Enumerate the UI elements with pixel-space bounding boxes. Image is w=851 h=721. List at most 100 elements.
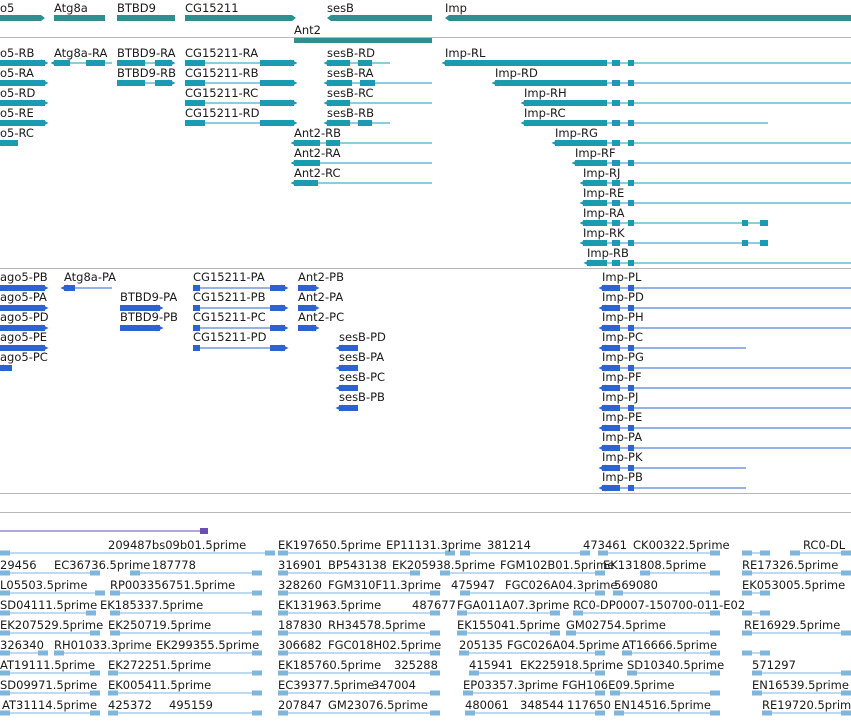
est-glyph-block[interactable]	[252, 570, 262, 576]
est-glyph-block[interactable]	[760, 590, 770, 596]
transcript-glyph-exon[interactable]	[628, 260, 634, 266]
transcript-glyph-exon[interactable]	[327, 120, 350, 126]
transcript-label[interactable]: Imp-RF	[575, 146, 616, 160]
transcript-label[interactable]: o5-RA	[0, 66, 34, 80]
est-glyph-block[interactable]	[430, 650, 440, 656]
transcript-glyph-exon[interactable]	[524, 120, 607, 126]
protein-glyph-exon[interactable]	[193, 325, 200, 331]
est-label[interactable]: EK005411.5prime	[108, 678, 212, 692]
transcript-glyph-exon[interactable]	[260, 100, 294, 106]
gene-bar[interactable]	[445, 15, 851, 21]
est-glyph-block[interactable]	[278, 610, 288, 616]
transcript-glyph-strand-arrow[interactable]	[323, 119, 331, 127]
gene-label[interactable]: CG15211	[185, 1, 239, 15]
est-glyph-block[interactable]	[469, 670, 479, 676]
protein-glyph-exon[interactable]	[298, 325, 316, 331]
protein-label[interactable]: CG15211-PD	[193, 330, 267, 344]
est-label[interactable]: 306682	[278, 638, 322, 652]
est-glyph-block[interactable]	[90, 670, 100, 676]
protein-glyph-strand-arrow[interactable]	[312, 284, 320, 292]
protein-glyph-exon[interactable]	[0, 345, 45, 351]
transcript-glyph-strand-arrow[interactable]	[290, 59, 298, 67]
transcript-label[interactable]: BTBD9-RA	[117, 46, 176, 60]
est-glyph-block[interactable]	[445, 550, 455, 556]
est-label[interactable]: 325288	[394, 658, 438, 672]
transcript-label[interactable]: CG15211-RC	[185, 86, 259, 100]
protein-glyph-exon[interactable]	[628, 445, 634, 451]
protein-label[interactable]: sesB-PB	[339, 390, 385, 404]
protein-glyph-strand-arrow[interactable]	[156, 324, 164, 332]
est-label[interactable]: FGM310F11.3prime	[328, 578, 442, 592]
protein-glyph-exon[interactable]	[0, 325, 45, 331]
protein-glyph-strand-arrow[interactable]	[41, 284, 49, 292]
est-label[interactable]: AT16666.5prime	[622, 638, 718, 652]
transcript-glyph-exon[interactable]	[0, 120, 45, 126]
protein-glyph-strand-arrow[interactable]	[598, 384, 606, 392]
transcript-glyph-strand-arrow[interactable]	[551, 139, 559, 147]
protein-label[interactable]: Imp-PE	[602, 410, 643, 424]
est-label[interactable]: RC0-DP0007-150700-011-E02	[573, 598, 746, 612]
transcript-glyph-exon[interactable]	[86, 60, 105, 66]
transcript-glyph-strand-arrow[interactable]	[583, 259, 591, 267]
est-glyph-block[interactable]	[566, 630, 576, 636]
est-glyph-block[interactable]	[252, 610, 262, 616]
protein-label[interactable]: Imp-PK	[602, 450, 643, 464]
est-glyph-block[interactable]	[252, 630, 262, 636]
est-glyph-block[interactable]	[278, 690, 288, 696]
transcript-glyph-strand-arrow[interactable]	[41, 119, 49, 127]
transcript-glyph-exon[interactable]	[327, 100, 350, 106]
est-label[interactable]: FGH106E09.5prime	[562, 678, 675, 692]
protein-glyph-strand-arrow[interactable]	[312, 324, 320, 332]
est-label[interactable]: 425372	[108, 698, 152, 712]
transcript-glyph-exon[interactable]	[612, 100, 620, 106]
protein-label[interactable]: Imp-PB	[602, 470, 643, 484]
est-label[interactable]: FGC018H02.5prime	[328, 638, 442, 652]
est-glyph-block[interactable]	[108, 690, 118, 696]
transcript-glyph-exon[interactable]	[0, 60, 45, 66]
transcript-glyph-exon[interactable]	[583, 200, 607, 206]
protein-glyph-exon[interactable]	[298, 305, 316, 311]
transcript-glyph-strand-arrow[interactable]	[323, 99, 331, 107]
est-glyph-block[interactable]	[595, 690, 605, 696]
protein-label[interactable]: ago5-PA	[0, 290, 47, 304]
est-label[interactable]: EP11131.3prime	[386, 538, 482, 552]
est-glyph-block[interactable]	[252, 690, 262, 696]
protein-glyph-exon[interactable]	[602, 325, 620, 331]
protein-glyph-strand-arrow[interactable]	[281, 344, 289, 352]
transcript-label[interactable]: o5-RB	[0, 46, 35, 60]
gene-label[interactable]: Atg8a	[54, 1, 88, 15]
transcript-glyph-exon[interactable]	[155, 80, 172, 86]
est-label[interactable]: SD04111.5prime	[0, 598, 98, 612]
transcript-glyph-exon[interactable]	[760, 220, 768, 226]
est-glyph-block[interactable]	[278, 710, 288, 716]
est-glyph-block[interactable]	[742, 590, 752, 596]
est-glyph-block[interactable]	[457, 610, 467, 616]
est-glyph-block[interactable]	[54, 650, 64, 656]
est-label[interactable]: RE19720.5prime	[762, 698, 851, 712]
est-glyph-block[interactable]	[108, 670, 118, 676]
transcript-glyph-exon[interactable]	[612, 180, 620, 186]
protein-glyph-exon[interactable]	[339, 365, 358, 371]
est-glyph-block[interactable]	[752, 690, 762, 696]
est-label[interactable]: RE17326.5prime	[742, 558, 839, 572]
est-glyph-block[interactable]	[595, 590, 605, 596]
est-glyph-block[interactable]	[790, 550, 800, 556]
est-label[interactable]: EN14516.5prime	[614, 698, 711, 712]
est-label[interactable]: FGA011A07.3prime	[457, 598, 570, 612]
est-label[interactable]: EK131963.5prime	[278, 598, 382, 612]
est-glyph-block[interactable]	[710, 650, 720, 656]
transcript-glyph-strand-arrow[interactable]	[41, 79, 49, 87]
est-label[interactable]: SD09971.5prime	[0, 678, 98, 692]
transcript-glyph-exon[interactable]	[612, 160, 620, 166]
protein-glyph-exon[interactable]	[628, 385, 634, 391]
est-glyph-block[interactable]	[0, 670, 10, 676]
protein-glyph-exon[interactable]	[120, 325, 160, 331]
est-glyph-block[interactable]	[742, 570, 752, 576]
transcript-label[interactable]: Imp-RG	[555, 126, 598, 140]
protein-label[interactable]: Imp-PL	[602, 270, 642, 284]
protein-label[interactable]: Ant2-PB	[298, 270, 344, 284]
transcript-label[interactable]: Imp-RD	[495, 66, 538, 80]
transcript-label[interactable]: sesB-RA	[327, 66, 374, 80]
protein-glyph-exon[interactable]	[193, 305, 200, 311]
protein-label[interactable]: BTBD9-PB	[120, 310, 178, 324]
